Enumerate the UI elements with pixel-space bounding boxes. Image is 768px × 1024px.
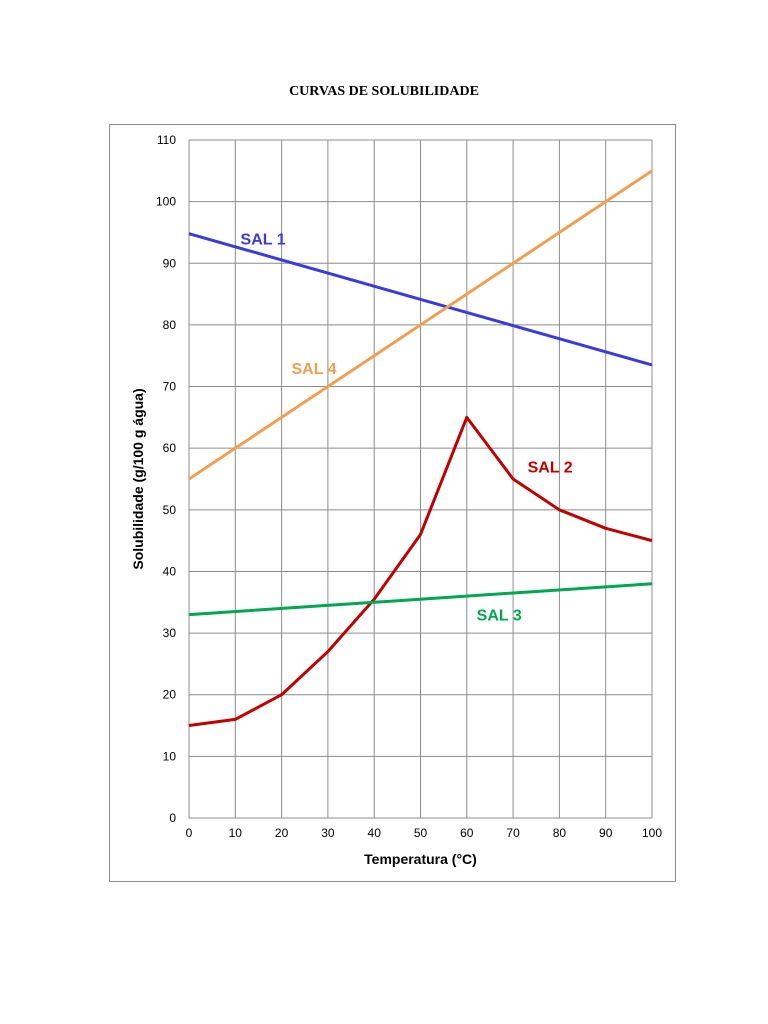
x-tick-label: 40 bbox=[368, 826, 382, 840]
series-label-sal-2: SAL 2 bbox=[528, 460, 573, 477]
y-tick-label: 30 bbox=[163, 626, 177, 640]
series-line-sal-3 bbox=[188, 582, 653, 617]
y-tick-label: 80 bbox=[163, 318, 177, 332]
series-label-sal-1: SAL 1 bbox=[241, 232, 286, 249]
x-tick-label: 100 bbox=[642, 826, 662, 840]
y-tick-label: 60 bbox=[163, 441, 177, 455]
y-tick-label: 90 bbox=[163, 256, 177, 270]
x-tick-label: 90 bbox=[599, 826, 613, 840]
series-label-sal-4: SAL 4 bbox=[291, 361, 336, 378]
y-tick-label: 70 bbox=[163, 380, 177, 394]
x-tick-label: 60 bbox=[460, 826, 474, 840]
series-line-sal-4 bbox=[188, 169, 653, 481]
x-tick-label: 30 bbox=[321, 826, 335, 840]
y-tick-label: 10 bbox=[163, 749, 177, 763]
y-tick-label: 100 bbox=[156, 195, 176, 209]
chart-frame: 0 10 20 30 40 50 60 70 80 90 100 0 10 20 30 40 50 60 70 80 9… bbox=[109, 124, 676, 882]
y-tick-label: 50 bbox=[163, 503, 177, 517]
solubility-chart: 0 10 20 30 40 50 60 70 80 90 100 0 10 20 30 40 50 60 70 80 9… bbox=[130, 133, 662, 867]
y-tick-label: 110 bbox=[157, 133, 176, 147]
x-tick-label: 0 bbox=[186, 826, 193, 840]
y-tick-label: 20 bbox=[163, 688, 177, 702]
series-line-sal-1 bbox=[188, 232, 653, 367]
x-tick-label: 10 bbox=[229, 826, 243, 840]
series-label-sal-3: SAL 3 bbox=[477, 608, 522, 625]
y-tick-label: 40 bbox=[163, 564, 177, 578]
x-axis-label: Temperatura (°C) bbox=[364, 851, 477, 867]
x-tick-label: 70 bbox=[506, 826, 520, 840]
x-tick-label: 50 bbox=[414, 826, 428, 840]
x-tick-label: 20 bbox=[275, 826, 289, 840]
series-line-sal-2 bbox=[188, 415, 653, 728]
y-axis-label: Solubilidade (g/100 g água) bbox=[130, 388, 146, 569]
y-tick-label: 0 bbox=[169, 811, 176, 825]
page-title: CURVAS DE SOLUBILIDADE bbox=[289, 84, 479, 99]
x-tick-label: 80 bbox=[553, 826, 567, 840]
